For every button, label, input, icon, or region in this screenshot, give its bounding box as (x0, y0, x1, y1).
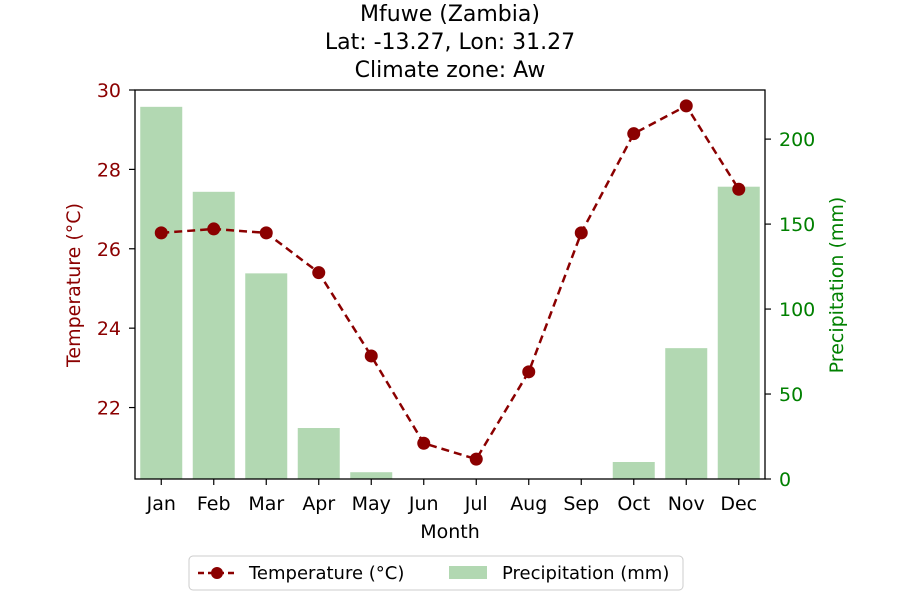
left-tick-label: 22 (97, 398, 121, 420)
x-axis-ticks: Jan Feb Mar Apr May Jun Jul Aug Sep Oct Nov Dec (146, 479, 757, 515)
temperature-point-dec (732, 182, 746, 196)
legend-precipitation-swatch (449, 566, 487, 579)
temperature-point-jul (469, 452, 483, 466)
x-tick-label: May (352, 493, 391, 515)
chart-title: Mfuwe (Zambia) Lat: -13.27, Lon: 31.27 C… (325, 2, 575, 83)
right-tick-label: 200 (779, 129, 815, 151)
right-tick-label: 0 (779, 469, 791, 491)
temperature-point-sep (574, 226, 588, 240)
x-axis-label: Month (420, 521, 480, 543)
left-tick-label: 26 (97, 239, 121, 261)
temperature-line (161, 104, 740, 461)
x-tick-label: Jan (146, 493, 176, 515)
temperature-point-feb (207, 222, 221, 236)
left-tick-label: 24 (97, 318, 121, 340)
left-axis-label: Temperature (°C) (63, 203, 85, 368)
temperature-point-jun (417, 436, 431, 450)
temperature-point-aug (522, 365, 536, 379)
legend-precipitation-label: Precipitation (mm) (502, 563, 669, 584)
legend-temperature-label: Temperature (°C) (248, 563, 404, 584)
x-tick-label: Mar (248, 493, 284, 515)
chart-title-line-2: Lat: -13.27, Lon: 31.27 (325, 30, 575, 55)
x-tick-label: Apr (302, 493, 335, 515)
legend-frame (188, 555, 684, 591)
x-tick-label: Jun (408, 493, 439, 515)
x-tick-label: Sep (563, 493, 599, 515)
x-tick-label: Feb (197, 493, 231, 515)
precipitation-bar-nov (665, 348, 708, 479)
precipitation-bar-jan (140, 106, 183, 480)
temperature-point-apr (312, 266, 326, 280)
temperature-point-nov (679, 99, 693, 113)
temperature-point-jan (154, 226, 168, 240)
chart-title-line-3: Climate zone: Aw (355, 58, 546, 83)
precipitation-bar-dec (717, 186, 760, 479)
x-tick-label: Nov (668, 493, 705, 515)
legend-temperature-marker (211, 567, 223, 579)
x-tick-label: Jul (464, 493, 488, 515)
temperature-point-oct (627, 127, 641, 141)
right-tick-label: 50 (779, 384, 803, 406)
x-tick-label: Oct (617, 493, 650, 515)
right-tick-label: 150 (779, 214, 815, 236)
precipitation-bar-mar (245, 273, 288, 479)
temperature-series (154, 99, 746, 466)
right-axis-ticks: 0 50 100 150 200 (765, 129, 815, 491)
temperature-point-mar (259, 226, 273, 240)
left-axis-ticks: 22 24 26 28 30 (97, 80, 135, 420)
temperature-point-may (364, 349, 378, 363)
left-tick-label: 30 (97, 80, 121, 102)
plot-frame (134, 89, 766, 480)
precipitation-bar-feb (192, 191, 235, 480)
precipitation-bar-oct (612, 462, 655, 479)
precipitation-bar-apr (297, 428, 340, 479)
x-tick-label: Dec (720, 493, 757, 515)
precipitation-bars (140, 106, 760, 480)
left-tick-label: 28 (97, 159, 121, 181)
legend: Temperature (°C) Precipitation (mm) (188, 555, 684, 591)
right-axis-label: Precipitation (mm) (826, 197, 848, 374)
x-tick-label: Aug (510, 493, 547, 515)
chart-title-line-1: Mfuwe (Zambia) (360, 2, 540, 27)
precipitation-bar-may (350, 472, 393, 479)
right-tick-label: 100 (779, 299, 815, 321)
